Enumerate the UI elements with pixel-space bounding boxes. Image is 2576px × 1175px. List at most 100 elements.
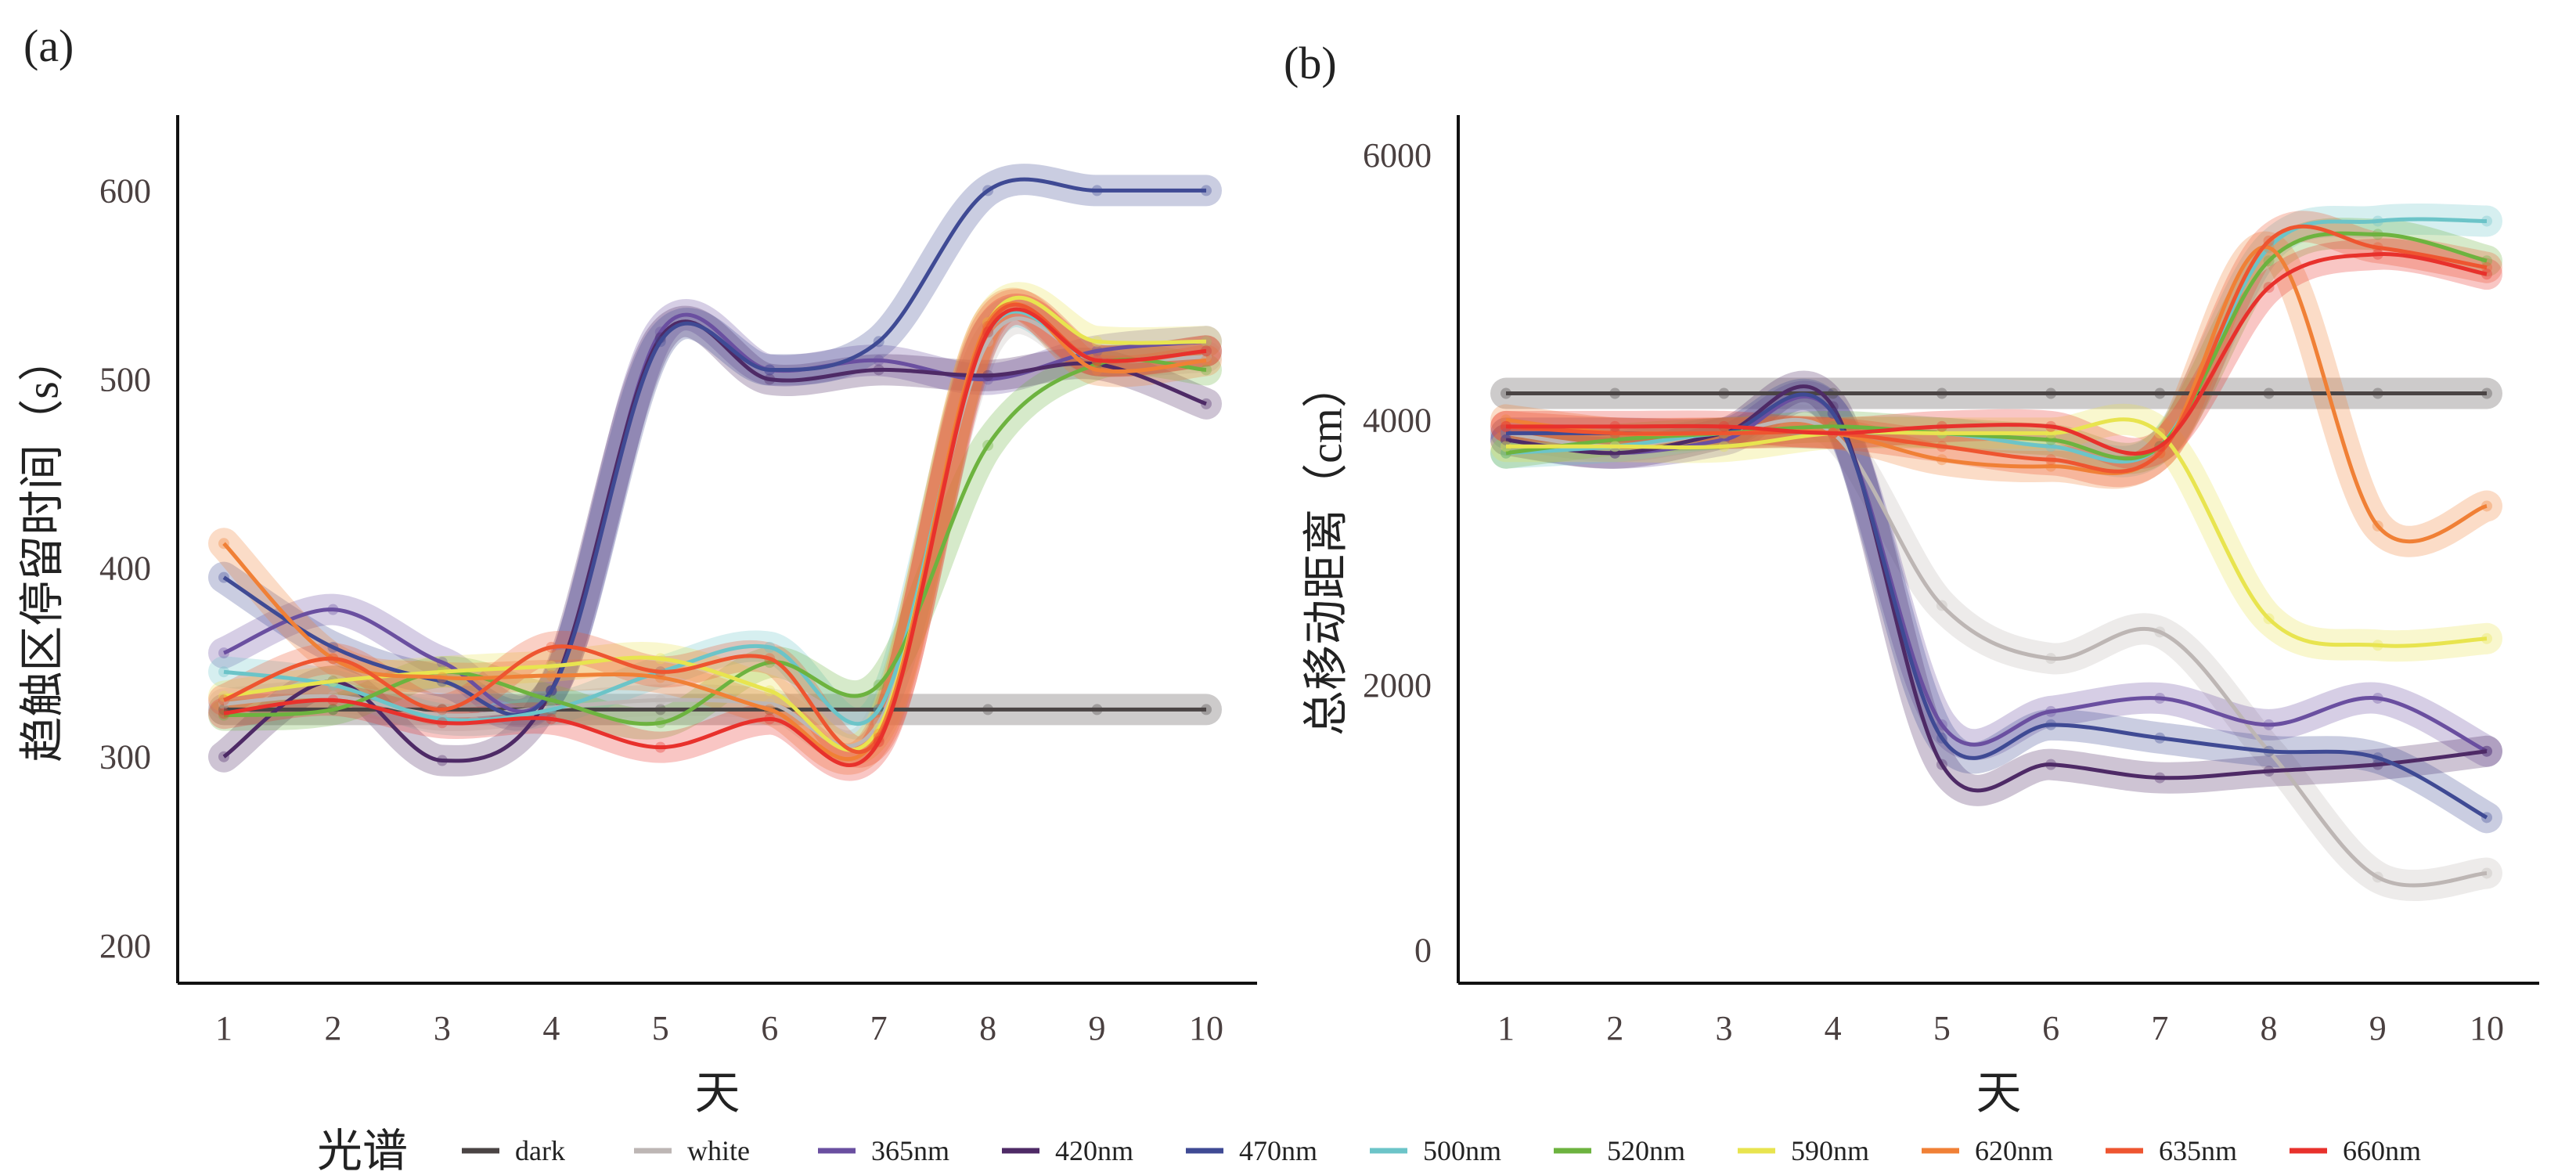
- y-tick-label: 4000: [1363, 401, 1432, 439]
- legend-item-365nm: 365nm: [818, 1135, 949, 1166]
- point-500nm-day-1: [218, 666, 229, 678]
- point-dark-day-7: [2154, 387, 2166, 399]
- point-620nm-day-1: [1501, 414, 1511, 426]
- point-590nm-day-5: [654, 653, 666, 665]
- point-660nm-day-6: [2045, 420, 2057, 432]
- y-tick-label: 300: [99, 738, 151, 777]
- point-420nm-day-8: [982, 369, 994, 381]
- point-590nm-day-3: [436, 666, 448, 678]
- point-365nm-day-9: [2372, 692, 2383, 704]
- point-420nm-day-8: [2263, 766, 2275, 777]
- point-470nm-day-1: [1501, 427, 1511, 439]
- point-365nm-day-3: [1718, 434, 1730, 445]
- point-dark-day-3: [1718, 387, 1730, 399]
- legend-label: 635nm: [2159, 1135, 2237, 1166]
- point-470nm-day-2: [327, 641, 339, 653]
- point-660nm-day-5: [1936, 420, 1947, 432]
- point-420nm-day-1: [1501, 434, 1511, 445]
- line-500nm: [1505, 217, 2488, 464]
- point-660nm-day-9: [1091, 355, 1103, 366]
- point-white-day-6: [2045, 653, 2057, 665]
- point-dark-day-9: [2372, 387, 2383, 399]
- x-axis-title: 天: [694, 1068, 740, 1119]
- x-tick-label: 2: [1606, 1009, 1623, 1047]
- legend-item-white: white: [634, 1135, 750, 1166]
- y-tick-label: 600: [99, 171, 151, 210]
- point-470nm-day-5: [1936, 732, 1947, 744]
- legend-label: 590nm: [1791, 1135, 1869, 1166]
- point-635nm-day-2: [327, 653, 339, 665]
- line-590nm: [1505, 417, 2488, 648]
- point-660nm-day-10: [1201, 345, 1212, 357]
- point-590nm-day-6: [764, 685, 776, 697]
- point-470nm-day-7: [2154, 732, 2166, 744]
- x-tick-label: 1: [1497, 1009, 1515, 1047]
- line-420nm: [222, 319, 1207, 763]
- point-white-day-10: [2481, 867, 2492, 879]
- point-470nm-day-4: [546, 685, 557, 697]
- point-420nm-day-7: [2154, 772, 2166, 784]
- point-590nm-day-2: [327, 676, 339, 687]
- point-590nm-day-10: [1201, 336, 1212, 348]
- point-520nm-day-5: [654, 717, 666, 729]
- x-axis-title: 天: [1976, 1068, 2021, 1119]
- point-660nm-day-2: [327, 694, 339, 706]
- point-white-day-9: [2372, 871, 2383, 883]
- point-590nm-day-4: [546, 660, 557, 672]
- x-tick-label: 10: [2470, 1009, 2504, 1047]
- point-590nm-day-7: [2154, 427, 2166, 439]
- legend-label: 520nm: [1607, 1135, 1685, 1166]
- point-365nm-day-8: [2263, 719, 2275, 730]
- point-420nm-day-9: [2372, 759, 2383, 770]
- legend-label: 660nm: [2343, 1135, 2421, 1166]
- point-470nm-day-4: [1827, 407, 1839, 419]
- legend-label: 470nm: [1239, 1135, 1317, 1166]
- panel-b: (b) 1 2 3 4 5 6 7 8 9 10 0 2000 4000 6000 天 总移动距离（cm）: [1284, 38, 2539, 1119]
- point-660nm-day-2: [1609, 420, 1621, 432]
- point-470nm-day-9: [1091, 185, 1103, 196]
- point-590nm-day-1: [1501, 441, 1511, 452]
- point-420nm-day-5: [1936, 759, 1947, 770]
- point-520nm-day-7: [873, 679, 884, 691]
- point-white-day-1: [218, 698, 229, 710]
- y-tick-label: 6000: [1363, 136, 1432, 175]
- point-635nm-day-6: [764, 653, 776, 665]
- y-axis-title: 总移动距离（cm）: [1300, 362, 1351, 736]
- legend-label: dark: [515, 1135, 565, 1166]
- y-tick-label: 0: [1414, 932, 1432, 970]
- point-420nm-day-7: [873, 364, 884, 376]
- x-tick-label: 4: [542, 1009, 560, 1047]
- y-tick-label: 2000: [1363, 666, 1432, 705]
- point-dark-day-8: [2263, 387, 2275, 399]
- point-660nm-day-1: [218, 708, 229, 719]
- point-365nm-day-1: [218, 647, 229, 659]
- point-635nm-day-5: [1936, 441, 1947, 452]
- point-520nm-day-10: [1201, 364, 1212, 376]
- line-520nm: [223, 357, 1207, 726]
- x-tick-label: 5: [652, 1009, 669, 1047]
- point-660nm-day-4: [1827, 427, 1839, 439]
- legend-title: 光谱: [317, 1126, 408, 1175]
- point-420nm-day-1: [218, 751, 229, 762]
- point-660nm-day-8: [982, 326, 994, 338]
- point-365nm-day-6: [2045, 705, 2057, 717]
- point-635nm-day-6: [2045, 454, 2057, 466]
- line-420nm: [1505, 384, 2488, 793]
- point-420nm-day-2: [1609, 447, 1621, 459]
- point-365nm-day-9: [1091, 345, 1103, 357]
- y-tick-label: 200: [99, 927, 151, 965]
- point-635nm-day-3: [1718, 427, 1730, 439]
- line-365nm: [223, 312, 1207, 714]
- line-635nm: [1505, 224, 2488, 474]
- point-500nm-day-6: [2045, 441, 2057, 452]
- point-635nm-day-7: [2154, 447, 2166, 459]
- legend-label: 500nm: [1423, 1135, 1501, 1166]
- line-365nm: [1505, 394, 2488, 753]
- point-590nm-day-3: [1718, 441, 1730, 452]
- point-620nm-day-9: [2372, 520, 2383, 532]
- point-635nm-day-4: [546, 641, 557, 653]
- point-500nm-day-6: [764, 641, 776, 653]
- y-tick-label: 500: [99, 361, 151, 399]
- point-365nm-day-2: [327, 604, 339, 615]
- point-660nm-day-1: [1501, 420, 1511, 432]
